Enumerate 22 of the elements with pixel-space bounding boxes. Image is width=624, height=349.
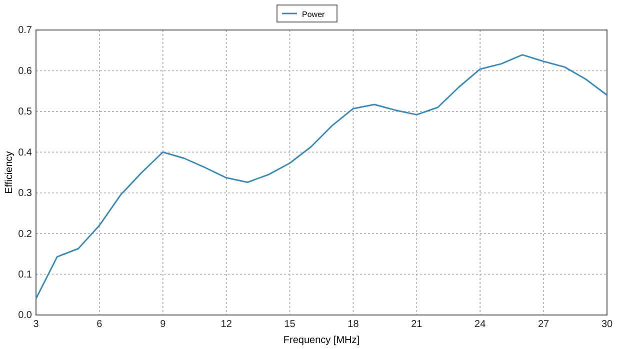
y-axis-title: Efficiency [4,151,15,194]
x-tick-label: 15 [284,319,296,330]
legend-label: Power [302,10,326,19]
x-tick-label: 30 [601,319,613,330]
y-tick-label: 0.1 [18,269,32,280]
y-tick-label: 0.3 [18,188,32,200]
y-tick-label: 0.4 [18,147,32,158]
line-series [35,54,608,300]
y-tick-label: 0.0 [18,310,32,322]
x-tick-label: 12 [220,319,232,330]
x-tick-label: 24 [474,319,486,330]
x-tick-label: 3 [33,319,40,330]
x-axis-title: Frequency [MHz] [283,335,360,346]
x-tick-label: 9 [160,319,166,330]
y-tick-label: 0.6 [18,66,32,77]
x-tick-label: 6 [96,319,103,330]
x-tick-label: 18 [348,319,360,330]
y-tick-label: 0.2 [18,228,32,240]
y-tick-label: 0.7 [18,25,32,36]
x-tick-label: 27 [538,319,550,330]
y-tick-label: 0.5 [18,106,32,118]
x-tick-label: 21 [411,319,423,330]
